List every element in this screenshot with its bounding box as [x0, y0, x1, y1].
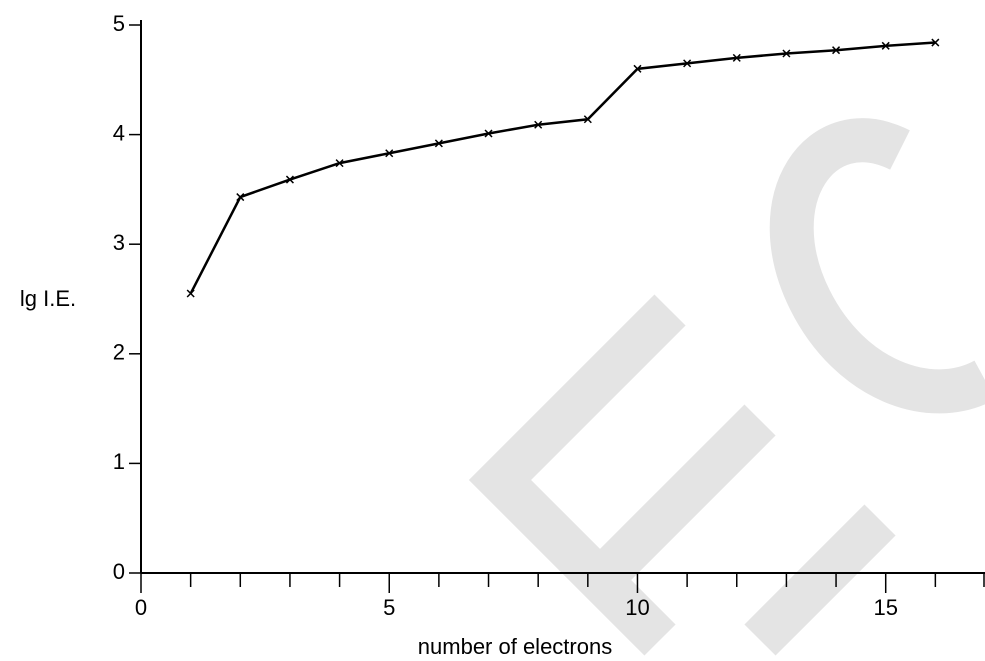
data-point: [285, 175, 294, 184]
data-point: [434, 139, 443, 148]
watermark-e-bar: [574, 404, 776, 606]
y-axis-label: lg I.E.: [20, 286, 76, 311]
x-tick-label: 10: [625, 595, 649, 620]
data-point: [732, 53, 741, 62]
data-point: [633, 64, 642, 73]
data-point: [832, 46, 841, 55]
data-point: [335, 159, 344, 168]
data-point: [484, 129, 493, 138]
watermark-e-bar: [744, 504, 896, 656]
data-point: [236, 193, 245, 202]
y-tick-label: 5: [113, 11, 125, 36]
data-line: [189, 41, 936, 295]
y-tick-label: 4: [113, 120, 125, 145]
watermark-c: [769, 118, 985, 414]
x-tick-label: 15: [873, 595, 897, 620]
watermark: [468, 118, 985, 656]
data-point: [881, 41, 890, 50]
watermark-e: [468, 294, 686, 656]
data-point: [683, 59, 692, 68]
x-tick-label: 0: [135, 595, 147, 620]
data-point: [534, 120, 543, 129]
y-tick-label: 3: [113, 230, 125, 255]
x-tick-label: 5: [383, 595, 395, 620]
data-point: [782, 49, 791, 58]
y-tick-label: 0: [113, 559, 125, 584]
data-point: [931, 38, 940, 47]
data-point: [186, 289, 195, 298]
y-tick-label: 1: [113, 449, 125, 474]
data-point: [385, 149, 394, 158]
y-tick-label: 2: [113, 340, 125, 365]
x-axis-label: number of electrons: [418, 634, 612, 659]
data-point: [583, 115, 592, 124]
